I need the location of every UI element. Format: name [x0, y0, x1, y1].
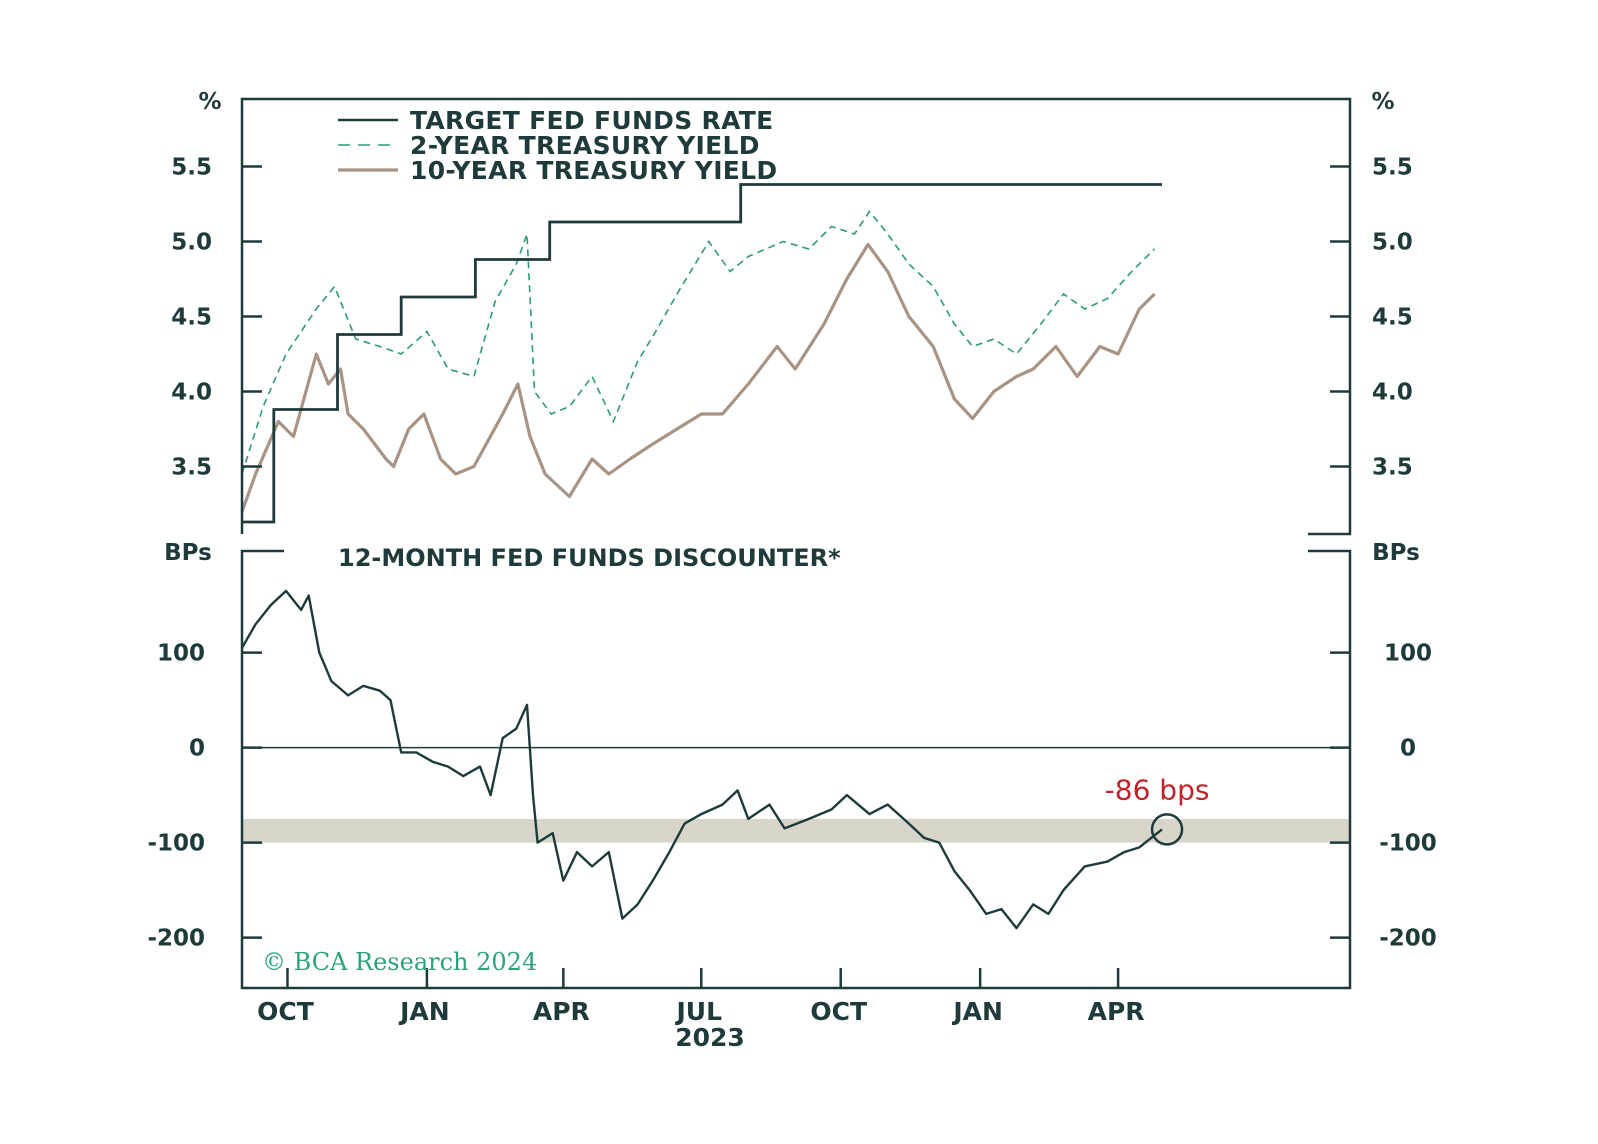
top-ytick-label-right: 5.0 — [1372, 230, 1413, 256]
top-y-unit-left: % — [198, 89, 221, 115]
bottom-ytick-label-right: 100 — [1384, 641, 1432, 667]
top-ytick-label-right: 5.5 — [1372, 155, 1413, 181]
bottom-ytick-label-left: -200 — [147, 926, 205, 952]
top-ytick-label-right: 3.5 — [1372, 455, 1413, 481]
discounter-line — [240, 589, 1163, 930]
top-ytick-label-right: 4.0 — [1372, 380, 1413, 406]
legend-label-0: TARGET FED FUNDS RATE — [410, 106, 774, 135]
top-y-unit-right: % — [1371, 89, 1394, 115]
bottom-y-unit-left: BPs — [164, 540, 212, 566]
top-panel-frame — [240, 97, 1352, 536]
bottom-ytick-label-right: -100 — [1379, 831, 1437, 857]
series-line-0 — [242, 183, 1162, 524]
bottom-panel-frame — [240, 549, 1352, 990]
bottom-panel: 12-MONTH FED FUNDS DISCOUNTER* BPs BPs -… — [147, 540, 1436, 1052]
top-ytick-label-right: 4.5 — [1372, 305, 1413, 331]
bottom-ytick-label-right: 0 — [1400, 736, 1416, 762]
x-axis-year-label: 2023 — [675, 1023, 745, 1052]
legend-label-1: 2-YEAR TREASURY YIELD — [410, 131, 760, 160]
bottom-ytick-label-left: 100 — [157, 641, 205, 667]
top-ytick-label-left: 3.5 — [171, 455, 212, 481]
top-ytick-label-left: 5.5 — [171, 155, 212, 181]
series-line-1 — [241, 210, 1156, 475]
top-ytick-label-left: 4.5 — [171, 305, 212, 331]
bottom-ytick-label-left: -100 — [147, 831, 205, 857]
xtick-label: JAN — [951, 997, 1003, 1026]
xtick-label: JUL — [674, 997, 722, 1026]
target-band — [242, 818, 1350, 843]
discounter-title: 12-MONTH FED FUNDS DISCOUNTER* — [338, 544, 841, 572]
bottom-ytick-label-left: 0 — [189, 736, 205, 762]
xtick-label: JAN — [398, 997, 450, 1026]
bottom-y-unit-right: BPs — [1372, 540, 1420, 566]
series-line-2 — [240, 242, 1156, 513]
xtick-label: OCT — [810, 997, 867, 1026]
legend-label-2: 10-YEAR TREASURY YIELD — [410, 156, 777, 185]
top-ytick-label-left: 4.0 — [171, 380, 212, 406]
copyright-watermark: © BCA Research 2024 — [262, 948, 537, 976]
xtick-label: APR — [1088, 997, 1145, 1026]
xtick-label: APR — [533, 997, 590, 1026]
latest-value-circle — [1150, 813, 1184, 846]
latest-value-callout: -86 bps — [1105, 773, 1210, 806]
bottom-ytick-label-right: -200 — [1379, 926, 1437, 952]
xtick-label: OCT — [257, 997, 314, 1026]
top-ytick-label-left: 5.0 — [171, 230, 212, 256]
